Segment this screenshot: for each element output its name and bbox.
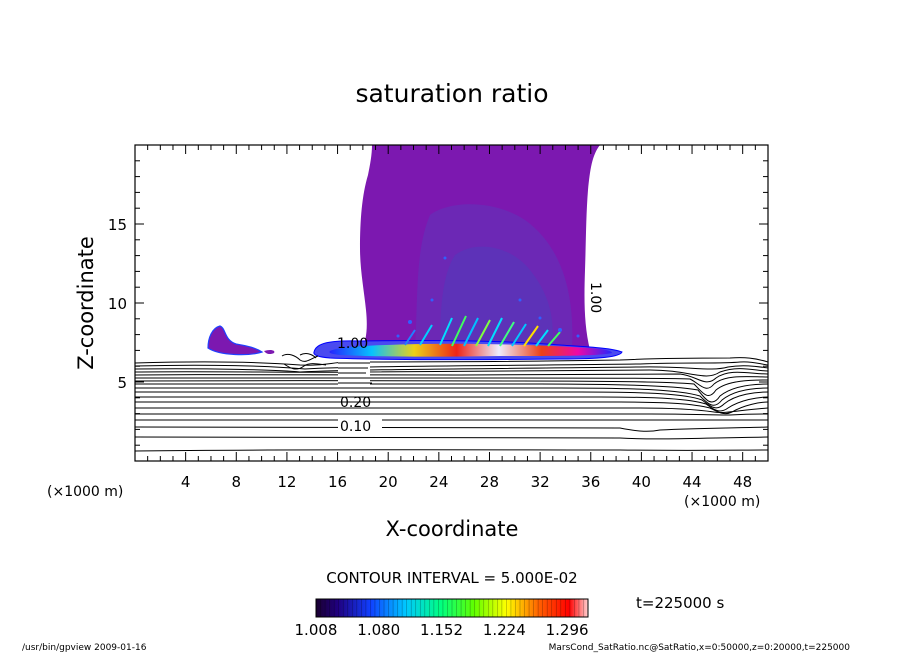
y-axis-tick-labels: 5 10 15 [108, 216, 127, 392]
x-axis-ticks [147, 145, 756, 461]
footer-right: MarsCond_SatRatio.nc@SatRatio,x=0:50000,… [549, 643, 851, 653]
x-tick-label: 12 [277, 473, 296, 491]
left-blob [207, 325, 264, 356]
contour-label-4: 0.10 [340, 419, 371, 435]
x-tick-label: 4 [181, 473, 191, 491]
y-axis-ticks [135, 160, 768, 446]
x-axis-unit-left: (×1000 m) [47, 484, 123, 500]
x-tick-label: 20 [379, 473, 398, 491]
x-tick-label: 44 [682, 473, 701, 491]
left-blob-tail [264, 349, 275, 355]
x-tick-label: 36 [581, 473, 600, 491]
x-tick-label: 16 [328, 473, 347, 491]
colorbar-tick-label: 1.224 [483, 621, 526, 639]
plot-area [135, 145, 768, 452]
y-tick-label: 5 [117, 374, 127, 392]
chart-title: saturation ratio [355, 79, 548, 108]
colorbar-tick-label: 1.152 [420, 621, 463, 639]
x-axis-label: X-coordinate [386, 517, 519, 541]
contour-lines [135, 357, 768, 452]
y-tick-label: 15 [108, 216, 127, 234]
y-tick-label: 10 [108, 295, 127, 313]
time-label: t=225000 s [636, 594, 724, 612]
condensation-band [329, 343, 612, 357]
colorbar [315, 598, 589, 618]
contour-label-2: 1.00 [587, 282, 603, 313]
plume-inner [440, 246, 553, 348]
y-axis-label: Z-coordinate [74, 236, 98, 370]
colorbar-tick-labels: 1.008 1.080 1.152 1.224 1.296 [295, 621, 589, 639]
contour-lines-wavy [281, 353, 327, 370]
x-tick-label: 28 [480, 473, 499, 491]
contour-label-3: 0.20 [340, 395, 371, 411]
contour-label-stack [338, 360, 370, 390]
footer-left: /usr/bin/gpview 2009-01-16 [22, 643, 147, 653]
colorbar-tick-label: 1.080 [357, 621, 400, 639]
x-tick-label: 24 [429, 473, 448, 491]
band-speckles [396, 256, 580, 338]
contour-label-stack-lines [338, 362, 374, 389]
contour-label-1: 1.00 [337, 336, 368, 352]
colorbar-tick-label: 1.296 [546, 621, 589, 639]
x-tick-label: 8 [232, 473, 242, 491]
band-streaks [404, 315, 561, 347]
colorbar-stripes [320, 599, 584, 617]
x-tick-label: 48 [733, 473, 752, 491]
colorbar-tick-label: 1.008 [295, 621, 338, 639]
x-tick-label: 32 [531, 473, 550, 491]
x-axis-unit-right: (×1000 m) [684, 494, 760, 510]
x-tick-label: 40 [632, 473, 651, 491]
x-axis-tick-labels: 4 8 12 16 20 24 28 32 36 40 44 48 [181, 473, 752, 491]
contour-interval-text: CONTOUR INTERVAL = 5.000E-02 [326, 569, 577, 587]
